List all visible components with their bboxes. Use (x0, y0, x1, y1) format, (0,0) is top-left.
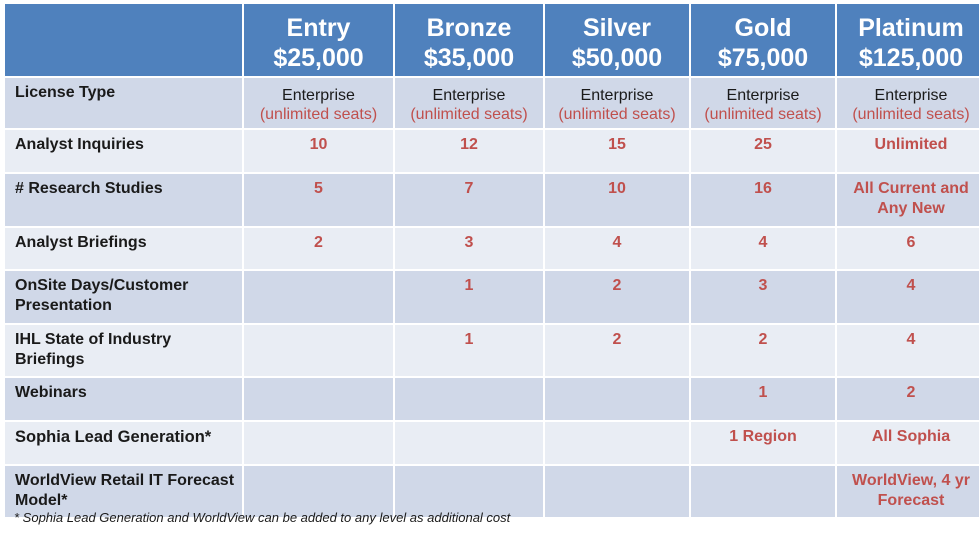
table-cell: 2 (837, 378, 979, 420)
table-cell: 5 (244, 174, 393, 226)
table-cell (244, 271, 393, 323)
row-label-license-type: License Type (5, 78, 242, 128)
tier-header-bronze: Bronze $35,000 (395, 4, 543, 76)
tier-price: $125,000 (858, 44, 964, 72)
table-cell: 2 (545, 325, 689, 376)
tier-name: Silver (582, 14, 652, 42)
footnote: * Sophia Lead Generation and WorldView c… (14, 510, 511, 525)
header-corner-cell (5, 4, 242, 76)
table-cell (545, 466, 689, 517)
row-label-analyst-briefings: Analyst Briefings (5, 228, 242, 269)
table-cell (244, 422, 393, 464)
table-cell: 4 (837, 325, 979, 376)
license-type: Enterprise (726, 87, 800, 104)
table-cell: 15 (545, 130, 689, 172)
table-cell (395, 378, 543, 420)
tier-price: $75,000 (717, 44, 809, 72)
table-cell: 10 (545, 174, 689, 226)
license-seats: (unlimited seats) (410, 106, 528, 123)
table-cell: 2 (691, 325, 835, 376)
tier-name: Entry (286, 14, 351, 42)
table-cell: 1 (395, 325, 543, 376)
table-cell: 1 (691, 378, 835, 420)
row-label-worldview-forecast: WorldView Retail IT Forecast Model* (5, 466, 242, 517)
table-cell: 2 (244, 228, 393, 269)
license-cell: Enterprise (unlimited seats) (395, 78, 543, 128)
row-label-research-studies: # Research Studies (5, 174, 242, 226)
license-cell: Enterprise (unlimited seats) (837, 78, 979, 128)
license-seats: (unlimited seats) (704, 106, 822, 123)
tier-name: Gold (734, 14, 792, 42)
row-label-webinars: Webinars (5, 378, 242, 420)
table-cell: 4 (545, 228, 689, 269)
table-cell: 25 (691, 130, 835, 172)
table-cell (244, 325, 393, 376)
tier-name: Bronze (426, 14, 512, 42)
table-cell: 1 Region (691, 422, 835, 464)
row-label-analyst-inquiries: Analyst Inquiries (5, 130, 242, 172)
table-cell: All Sophia (837, 422, 979, 464)
table-cell (691, 466, 835, 517)
tier-name: Platinum (858, 14, 964, 42)
license-cell: Enterprise (unlimited seats) (244, 78, 393, 128)
license-seats: (unlimited seats) (558, 106, 676, 123)
row-label-ihl-briefings: IHL State of Industry Briefings (5, 325, 242, 376)
tier-price: $35,000 (423, 44, 515, 72)
table-cell (244, 466, 393, 517)
tier-header-gold: Gold $75,000 (691, 4, 835, 76)
table-cell (244, 378, 393, 420)
table-cell: WorldView, 4 yr Forecast (837, 466, 979, 517)
license-seats: (unlimited seats) (852, 106, 970, 123)
license-seats: (unlimited seats) (259, 106, 378, 123)
tier-header-silver: Silver $50,000 (545, 4, 689, 76)
license-type: Enterprise (580, 87, 654, 104)
table-cell (395, 422, 543, 464)
license-type: Enterprise (282, 87, 355, 104)
tier-price: $50,000 (571, 44, 663, 72)
table-cell: Unlimited (837, 130, 979, 172)
pricing-table: Entry $25,000 Bronze $35,000 Silver $50,… (5, 4, 979, 517)
row-label-sophia-lead-generation: Sophia Lead Generation* (5, 422, 242, 464)
license-type: Enterprise (432, 87, 506, 104)
table-cell (545, 378, 689, 420)
table-cell: 10 (244, 130, 393, 172)
tier-price: $25,000 (273, 44, 364, 72)
table-cell: 4 (837, 271, 979, 323)
table-cell: 7 (395, 174, 543, 226)
tier-header-entry: Entry $25,000 (244, 4, 393, 76)
license-cell: Enterprise (unlimited seats) (691, 78, 835, 128)
table-cell: 2 (545, 271, 689, 323)
table-cell (395, 466, 543, 517)
tier-header-platinum: Platinum $125,000 (837, 4, 979, 76)
table-cell: 16 (691, 174, 835, 226)
table-cell: 3 (395, 228, 543, 269)
table-cell (545, 422, 689, 464)
license-cell: Enterprise (unlimited seats) (545, 78, 689, 128)
table-cell: 4 (691, 228, 835, 269)
row-label-onsite-days: OnSite Days/Customer Presentation (5, 271, 242, 323)
table-cell: 12 (395, 130, 543, 172)
table-cell: All Current and Any New (837, 174, 979, 226)
table-cell: 1 (395, 271, 543, 323)
license-type: Enterprise (874, 87, 948, 104)
table-cell: 3 (691, 271, 835, 323)
table-cell: 6 (837, 228, 979, 269)
